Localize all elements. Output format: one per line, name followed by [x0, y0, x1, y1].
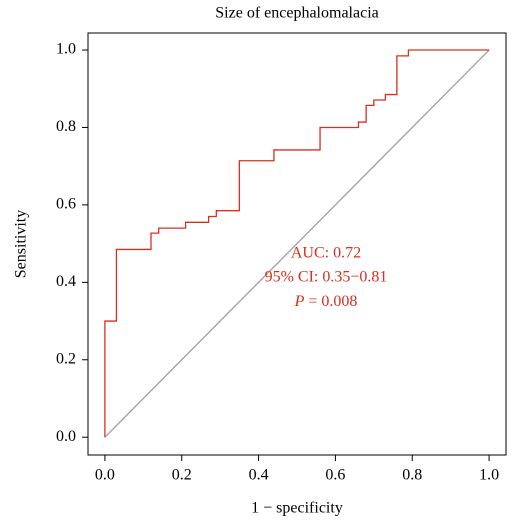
y-tick-label: 0.4: [56, 273, 76, 290]
annotation: P = 0.008: [294, 293, 358, 310]
y-tick-label: 1.0: [56, 41, 76, 58]
y-axis-label: Sensitivity: [13, 210, 30, 278]
roc-line: [104, 49, 490, 438]
x-axis-label: 1 − specificity: [251, 500, 343, 517]
roc-line: [104, 49, 490, 438]
y-tick-label: 0.0: [56, 428, 76, 445]
x-tick-label: 0.2: [172, 467, 192, 484]
y-tick-label: 0.8: [56, 118, 76, 135]
x-tick-label: 0.6: [325, 467, 345, 484]
plot-frame: [87, 32, 507, 456]
y-tick-label: 0.2: [56, 350, 76, 367]
x-tick-label: 0.8: [402, 467, 422, 484]
x-tick-label: 1.0: [479, 467, 499, 484]
annotation-text: = 0.008: [304, 293, 357, 310]
x-tick-label: 0.0: [95, 467, 115, 484]
x-tick-label: 0.4: [249, 467, 269, 484]
annotation: 95% CI: 0.35−0.81: [265, 269, 388, 286]
y-tick-label: 0.6: [56, 196, 76, 213]
annotation-symbol: P: [294, 293, 305, 310]
annotation: AUC: 0.72: [291, 245, 361, 262]
chart-title: Size of encephalomalacia: [215, 5, 378, 22]
